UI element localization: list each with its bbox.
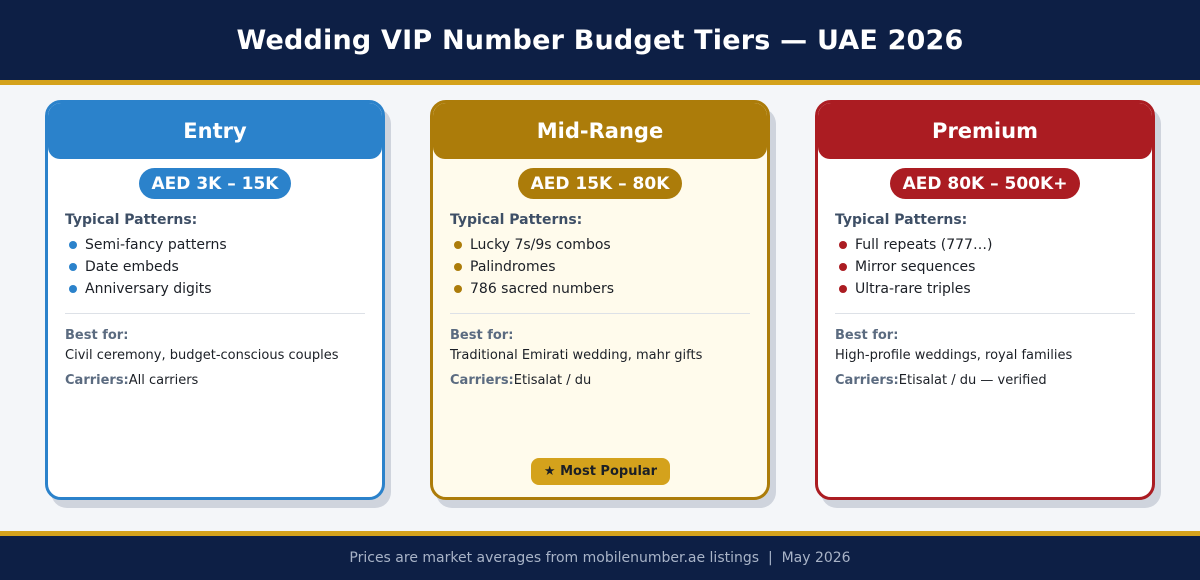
- divider: [65, 313, 365, 314]
- divider: [835, 313, 1135, 314]
- list-item: Date embeds: [65, 256, 365, 278]
- carriers-label: Carriers:: [65, 373, 129, 388]
- bullet-icon: [839, 285, 847, 293]
- carriers-value: Etisalat / du: [513, 373, 592, 388]
- tier-name: Premium: [818, 103, 1152, 159]
- pattern-text: Ultra-rare triples: [855, 281, 971, 297]
- best-for-value: Civil ceremony, budget-conscious couples: [65, 348, 339, 363]
- footer-accent-bar: [0, 531, 1200, 536]
- carriers-row: Carriers:All carriers: [65, 373, 365, 388]
- bullet-icon: [839, 241, 847, 249]
- carriers-row: Carriers:Etisalat / du — verified: [835, 373, 1135, 388]
- page-title: Wedding VIP Number Budget Tiers — UAE 20…: [236, 24, 964, 56]
- list-item: Lucky 7s/9s combos: [450, 234, 750, 256]
- bullet-icon: [839, 263, 847, 271]
- footer: Prices are market averages from mobilenu…: [0, 536, 1200, 580]
- list-item: Anniversary digits: [65, 278, 365, 300]
- list-item: Mirror sequences: [835, 256, 1135, 278]
- list-item: Palindromes: [450, 256, 750, 278]
- carriers-label: Carriers:: [835, 373, 899, 388]
- typical-patterns-label: Typical Patterns:: [450, 212, 583, 228]
- pattern-text: Full repeats (777…): [855, 237, 993, 253]
- tier-card-entry: Entry AED 3K – 15K Typical Patterns: Sem…: [45, 100, 385, 500]
- list-item: Full repeats (777…): [835, 234, 1135, 256]
- price-badge: AED 15K – 80K: [517, 168, 683, 199]
- tier-name: Mid-Range: [433, 103, 767, 159]
- pattern-list: Lucky 7s/9s combos Palindromes 786 sacre…: [450, 234, 750, 300]
- carriers-label: Carriers:: [450, 373, 514, 388]
- most-popular-badge: ★ Most Popular: [531, 458, 670, 485]
- typical-patterns-label: Typical Patterns:: [65, 212, 198, 228]
- pattern-text: Mirror sequences: [855, 259, 976, 275]
- bullet-icon: [454, 241, 462, 249]
- best-for-label: Best for:: [65, 328, 129, 343]
- best-for-label: Best for:: [450, 328, 514, 343]
- pattern-list: Full repeats (777…) Mirror sequences Ult…: [835, 234, 1135, 300]
- pattern-text: Date embeds: [85, 259, 179, 275]
- best-for-value: Traditional Emirati wedding, mahr gifts: [450, 348, 703, 363]
- footer-note: Prices are market averages from mobilenu…: [349, 550, 851, 566]
- typical-patterns-label: Typical Patterns:: [835, 212, 968, 228]
- pattern-text: Semi-fancy patterns: [85, 237, 227, 253]
- carriers-value: Etisalat / du — verified: [898, 373, 1047, 388]
- tier-name: Entry: [48, 103, 382, 159]
- bullet-icon: [69, 285, 77, 293]
- bullet-icon: [69, 263, 77, 271]
- pattern-text: 786 sacred numbers: [470, 281, 615, 297]
- tier-card-premium: Premium AED 80K – 500K+ Typical Patterns…: [815, 100, 1155, 500]
- carriers-value: All carriers: [128, 373, 199, 388]
- list-item: Semi-fancy patterns: [65, 234, 365, 256]
- pattern-text: Palindromes: [470, 259, 556, 275]
- tier-card-mid-range: Mid-Range AED 15K – 80K Typical Patterns…: [430, 100, 770, 500]
- carriers-row: Carriers:Etisalat / du: [450, 373, 750, 388]
- price-badge: AED 80K – 500K+: [889, 168, 1081, 199]
- header-accent-bar: [0, 80, 1200, 85]
- pattern-text: Lucky 7s/9s combos: [470, 237, 611, 253]
- pattern-list: Semi-fancy patterns Date embeds Annivers…: [65, 234, 365, 300]
- list-item: 786 sacred numbers: [450, 278, 750, 300]
- best-for-value: High-profile weddings, royal families: [835, 348, 1073, 363]
- bullet-icon: [454, 263, 462, 271]
- best-for-label: Best for:: [835, 328, 899, 343]
- bullet-icon: [454, 285, 462, 293]
- pattern-text: Anniversary digits: [85, 281, 212, 297]
- bullet-icon: [69, 241, 77, 249]
- list-item: Ultra-rare triples: [835, 278, 1135, 300]
- header: Wedding VIP Number Budget Tiers — UAE 20…: [0, 0, 1200, 80]
- divider: [450, 313, 750, 314]
- price-badge: AED 3K – 15K: [138, 168, 292, 199]
